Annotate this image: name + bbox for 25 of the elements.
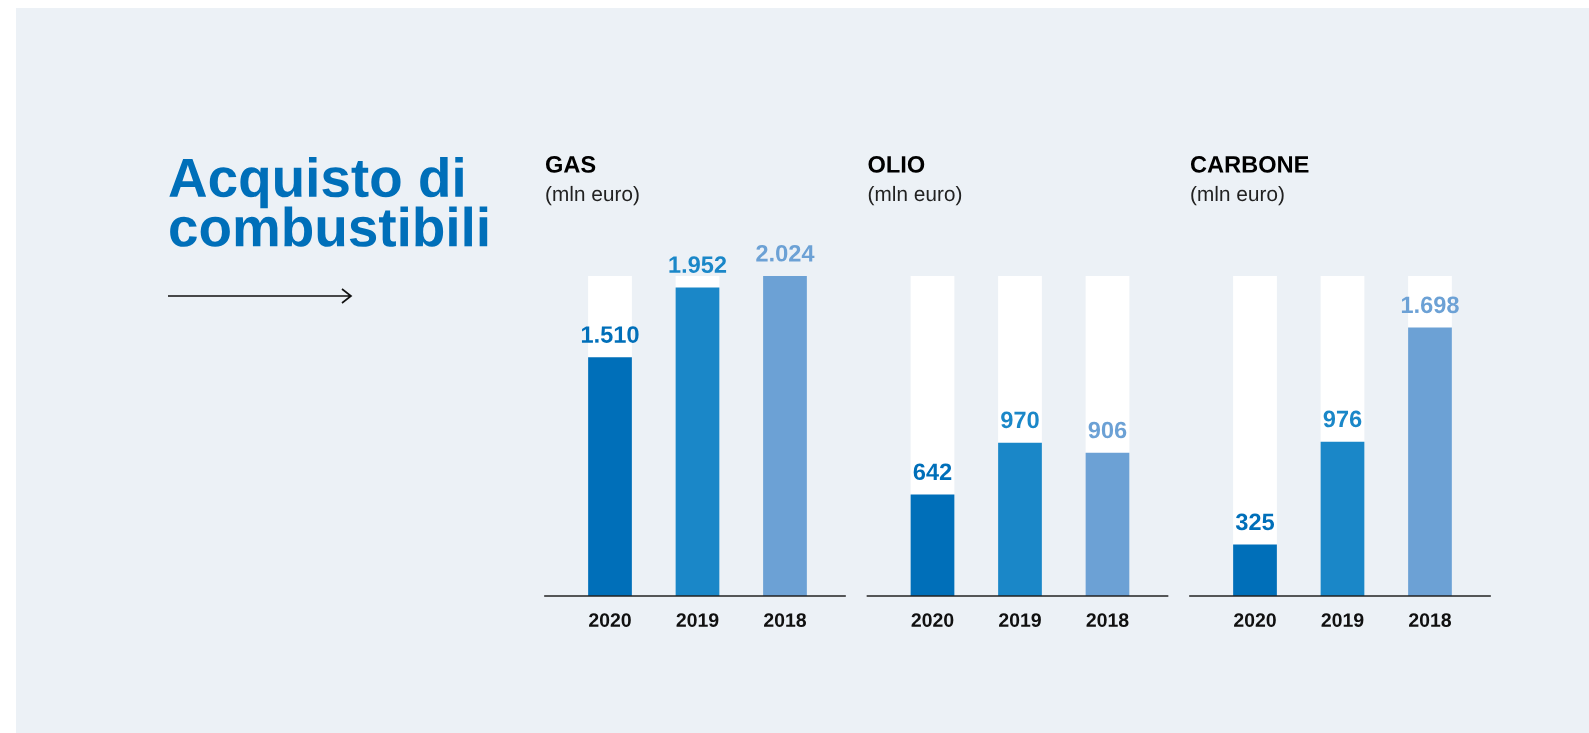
chart-title: OLIO xyxy=(868,156,925,173)
data-label: 1.952 xyxy=(669,256,727,273)
data-label: 976 xyxy=(1323,410,1362,428)
chart-subtitle: (mln euro) xyxy=(546,185,639,206)
data-label: 906 xyxy=(1088,421,1127,439)
data-label: 2.024 xyxy=(756,244,815,262)
data-label: 642 xyxy=(913,463,952,481)
data-label: 970 xyxy=(1001,411,1039,429)
x-tick-label: 2018 xyxy=(1086,613,1129,627)
x-tick-label: 2018 xyxy=(1409,613,1452,627)
x-tick-label: 2020 xyxy=(589,613,631,627)
data-label: 1.698 xyxy=(1401,296,1459,314)
x-tick-label: 2019 xyxy=(999,613,1041,627)
chart-title: CARBONE xyxy=(1190,156,1309,173)
chart-subtitle: (mln euro) xyxy=(1191,185,1284,206)
chart-subtitle: (mln euro) xyxy=(868,185,962,206)
data-label: 1.510 xyxy=(581,326,639,343)
x-tick-label: 2019 xyxy=(676,613,719,627)
chart-title: GAS xyxy=(545,156,596,173)
text: Acquisto di combustibili xyxy=(169,157,488,247)
x-tick-label: 2018 xyxy=(764,613,807,627)
x-tick-label: 2019 xyxy=(1321,613,1364,627)
x-tick-label: 2020 xyxy=(911,613,954,627)
x-tick-label: 2020 xyxy=(1234,613,1276,627)
data-label: 325 xyxy=(1235,513,1275,531)
